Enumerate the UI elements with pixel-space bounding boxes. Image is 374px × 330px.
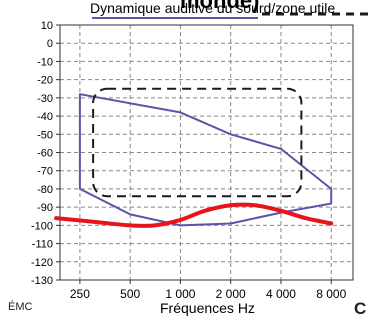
y-tick-label: -130 xyxy=(31,275,53,287)
y-tick-label: -110 xyxy=(32,239,53,251)
x-tick-label: 4 000 xyxy=(266,287,296,301)
y-tick-label: -70 xyxy=(37,166,53,178)
x-tick-label: 8 000 xyxy=(316,287,346,301)
x-tick-label: 1 000 xyxy=(165,287,195,301)
y-tick-label: -120 xyxy=(31,257,53,269)
y-tick-label: 10 xyxy=(41,20,53,32)
speech-zone-dashed-box xyxy=(92,87,303,198)
y-tick-label: -10 xyxy=(37,56,53,68)
red-threshold-curve xyxy=(54,202,334,228)
y-tick-label: -90 xyxy=(37,202,53,214)
heading-fragment: monde) xyxy=(180,0,260,13)
y-tick-label: -30 xyxy=(37,93,53,105)
x-tick-label: 250 xyxy=(70,287,90,301)
plot-frame xyxy=(59,24,354,281)
useful-zone-polygon xyxy=(78,93,333,227)
y-tick-label: -60 xyxy=(37,148,53,160)
y-tick-label: -80 xyxy=(37,184,53,196)
y-tick-label: 0 xyxy=(47,38,53,50)
y-tick-label: -50 xyxy=(37,129,53,141)
x-tick-label: 500 xyxy=(120,287,140,301)
x-axis-label: Fréquences Hz xyxy=(160,300,255,316)
figure-letter: C xyxy=(354,299,367,318)
y-tick-label: -100 xyxy=(31,220,53,232)
plot-area xyxy=(60,25,353,280)
y-tick-label: -40 xyxy=(37,111,53,123)
x-tick-label: 2 000 xyxy=(216,287,246,301)
y-tick-label: -20 xyxy=(37,75,53,87)
chart-title: Dynamique auditive du sourd/zone utile xyxy=(90,0,336,16)
publisher-mark: ÉMC xyxy=(8,301,33,313)
